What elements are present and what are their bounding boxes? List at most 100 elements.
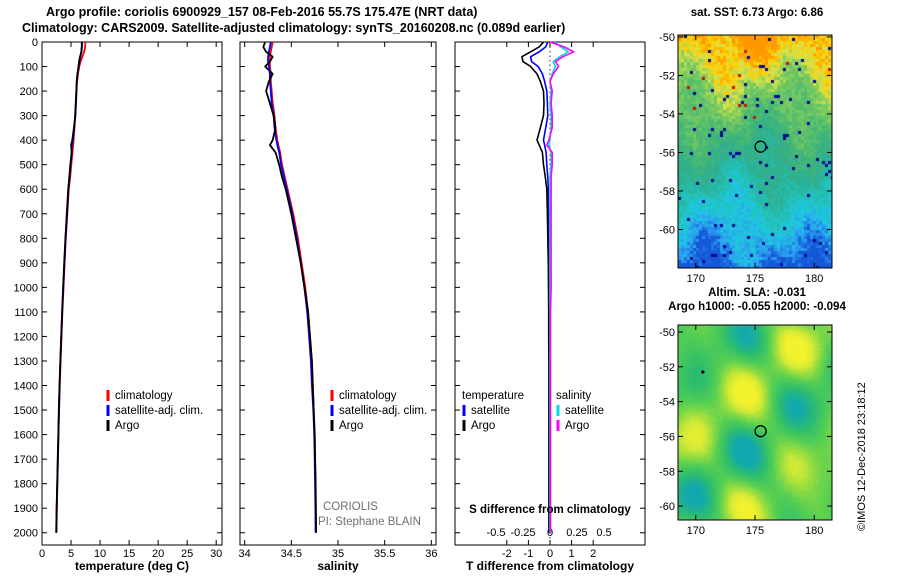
svg-text:1700: 1700 <box>14 454 38 466</box>
svg-text:Argo: Argo <box>565 420 589 432</box>
svg-text:1600: 1600 <box>14 430 38 442</box>
svg-text:200: 200 <box>20 86 38 98</box>
float-position-marker <box>754 425 767 438</box>
svg-text:170: 170 <box>687 525 705 537</box>
svg-text:1100: 1100 <box>14 307 38 319</box>
imos-credit: ©IMOS 12-Dec-2018 23:18:12 <box>856 382 868 531</box>
svg-text:satellite: satellite <box>471 405 510 417</box>
svg-text:satellite: satellite <box>565 405 604 417</box>
series-argo <box>55 41 83 533</box>
svg-text:-0.5: -0.5 <box>487 527 506 539</box>
svg-text:175: 175 <box>746 525 764 537</box>
float-position-marker <box>754 140 767 153</box>
svg-text:0: 0 <box>39 548 45 560</box>
svg-text:25: 25 <box>181 548 193 560</box>
svg-text:100: 100 <box>20 62 38 74</box>
salinity-axis-label: salinity <box>317 559 359 573</box>
svg-text:0: 0 <box>32 37 38 49</box>
temperature-panel: 0 5 10 15 20 25 300100200300400500600700800900… <box>14 37 223 560</box>
series-climatology <box>268 41 317 533</box>
svg-text:-50: -50 <box>659 327 675 339</box>
svg-text:180: 180 <box>805 273 823 285</box>
series-satellite-adj-clim- <box>55 41 84 533</box>
coriolis-label: CORIOLIS <box>323 501 378 513</box>
svg-text:-54: -54 <box>659 109 675 121</box>
series-s-argo <box>545 41 575 533</box>
svg-text:35.5: 35.5 <box>374 548 395 560</box>
salinity-panel: 34 34.5 35 35.5 36 climatology satellite-adj. … <box>239 41 437 560</box>
svg-text:300: 300 <box>20 111 38 123</box>
svg-text:-50: -50 <box>659 32 675 44</box>
svg-text:-1: -1 <box>524 548 534 560</box>
svg-text:600: 600 <box>20 184 38 196</box>
svg-text:0.25: 0.25 <box>566 527 587 539</box>
svg-text:175: 175 <box>746 273 764 285</box>
svg-text:15: 15 <box>123 548 135 560</box>
temperature-axis-label: temperature (deg C) <box>74 559 190 573</box>
svg-text:-58: -58 <box>659 186 675 198</box>
svg-text:1: 1 <box>569 548 575 560</box>
svg-text:180: 180 <box>805 525 823 537</box>
svg-text:-60: -60 <box>659 501 675 513</box>
series-climatology <box>55 41 87 533</box>
difference-panel: -2 -1 0 1 2 -0.5 -0.25 0 0.25 0.5 temperature satel… <box>454 41 646 560</box>
svg-text:34: 34 <box>239 548 251 560</box>
svg-text:-0.25: -0.25 <box>510 527 535 539</box>
svg-text:Argo: Argo <box>471 420 495 432</box>
svg-text:5: 5 <box>68 548 74 560</box>
svg-text:Argo: Argo <box>115 420 139 432</box>
svg-text:2: 2 <box>590 548 596 560</box>
svg-text:climatology: climatology <box>115 390 173 402</box>
svg-text:800: 800 <box>20 233 38 245</box>
svg-text:0: 0 <box>547 527 553 539</box>
svg-text:0: 0 <box>547 548 553 560</box>
svg-text:1200: 1200 <box>14 331 38 343</box>
svg-text:0.5: 0.5 <box>596 527 611 539</box>
svg-text:900: 900 <box>20 258 38 270</box>
svg-text:-52: -52 <box>659 70 675 82</box>
svg-text:30: 30 <box>210 548 222 560</box>
svg-text:-56: -56 <box>659 431 675 443</box>
figure-title-line2: Climatology: CARS2009. Satellite-adjuste… <box>22 21 566 35</box>
svg-text:-56: -56 <box>659 147 675 159</box>
svg-text:-60: -60 <box>659 224 675 236</box>
svg-text:-52: -52 <box>659 362 675 374</box>
sla-map-title-line1: Altim. SLA: -0.031 <box>708 287 806 299</box>
svg-text:salinity: salinity <box>556 390 591 402</box>
svg-text:1300: 1300 <box>14 356 38 368</box>
sst-map-title: sat. SST: 6.73 Argo: 6.86 <box>690 7 824 19</box>
svg-text:1400: 1400 <box>14 381 38 393</box>
svg-text:35: 35 <box>332 548 344 560</box>
series-argo <box>262 41 317 533</box>
svg-text:-54: -54 <box>659 397 675 409</box>
svg-text:1500: 1500 <box>14 405 38 417</box>
svg-text:20: 20 <box>152 548 164 560</box>
svg-text:400: 400 <box>20 135 38 147</box>
svg-text:1000: 1000 <box>14 282 38 294</box>
sla-map-title-line2: Argo h1000: -0.055 h2000: -0.094 <box>668 301 846 313</box>
svg-text:climatology: climatology <box>339 390 397 402</box>
sla-map-axes: 170 175 180 -50 -52 -54 -56 -58 -60 <box>659 324 833 537</box>
svg-text:1800: 1800 <box>14 479 38 491</box>
svg-text:36: 36 <box>425 548 437 560</box>
svg-text:700: 700 <box>20 209 38 221</box>
svg-text:satellite-adj. clim.: satellite-adj. clim. <box>115 405 203 417</box>
figure-title-line1: Argo profile: coriolis 6900929_157 08-Fe… <box>46 5 478 19</box>
t-difference-axis-label: T difference from climatology <box>465 559 635 573</box>
series-t-satellite <box>529 41 551 533</box>
svg-text:170: 170 <box>687 273 705 285</box>
svg-text:-2: -2 <box>502 548 512 560</box>
sst-map-axes: 170 175 180 -50 -52 -54 -56 -58 -60 <box>659 32 833 285</box>
sst-map <box>678 35 832 268</box>
svg-text:500: 500 <box>20 160 38 172</box>
svg-text:satellite-adj. clim.: satellite-adj. clim. <box>339 405 427 417</box>
sla-map <box>678 325 832 520</box>
pi-label: PI: Stephane BLAIN <box>318 516 421 528</box>
svg-text:2000: 2000 <box>14 528 38 540</box>
svg-text:10: 10 <box>94 548 106 560</box>
svg-text:1900: 1900 <box>14 503 38 515</box>
svg-text:temperature: temperature <box>462 390 524 402</box>
s-difference-axis-label: S difference from climatology <box>469 504 631 516</box>
